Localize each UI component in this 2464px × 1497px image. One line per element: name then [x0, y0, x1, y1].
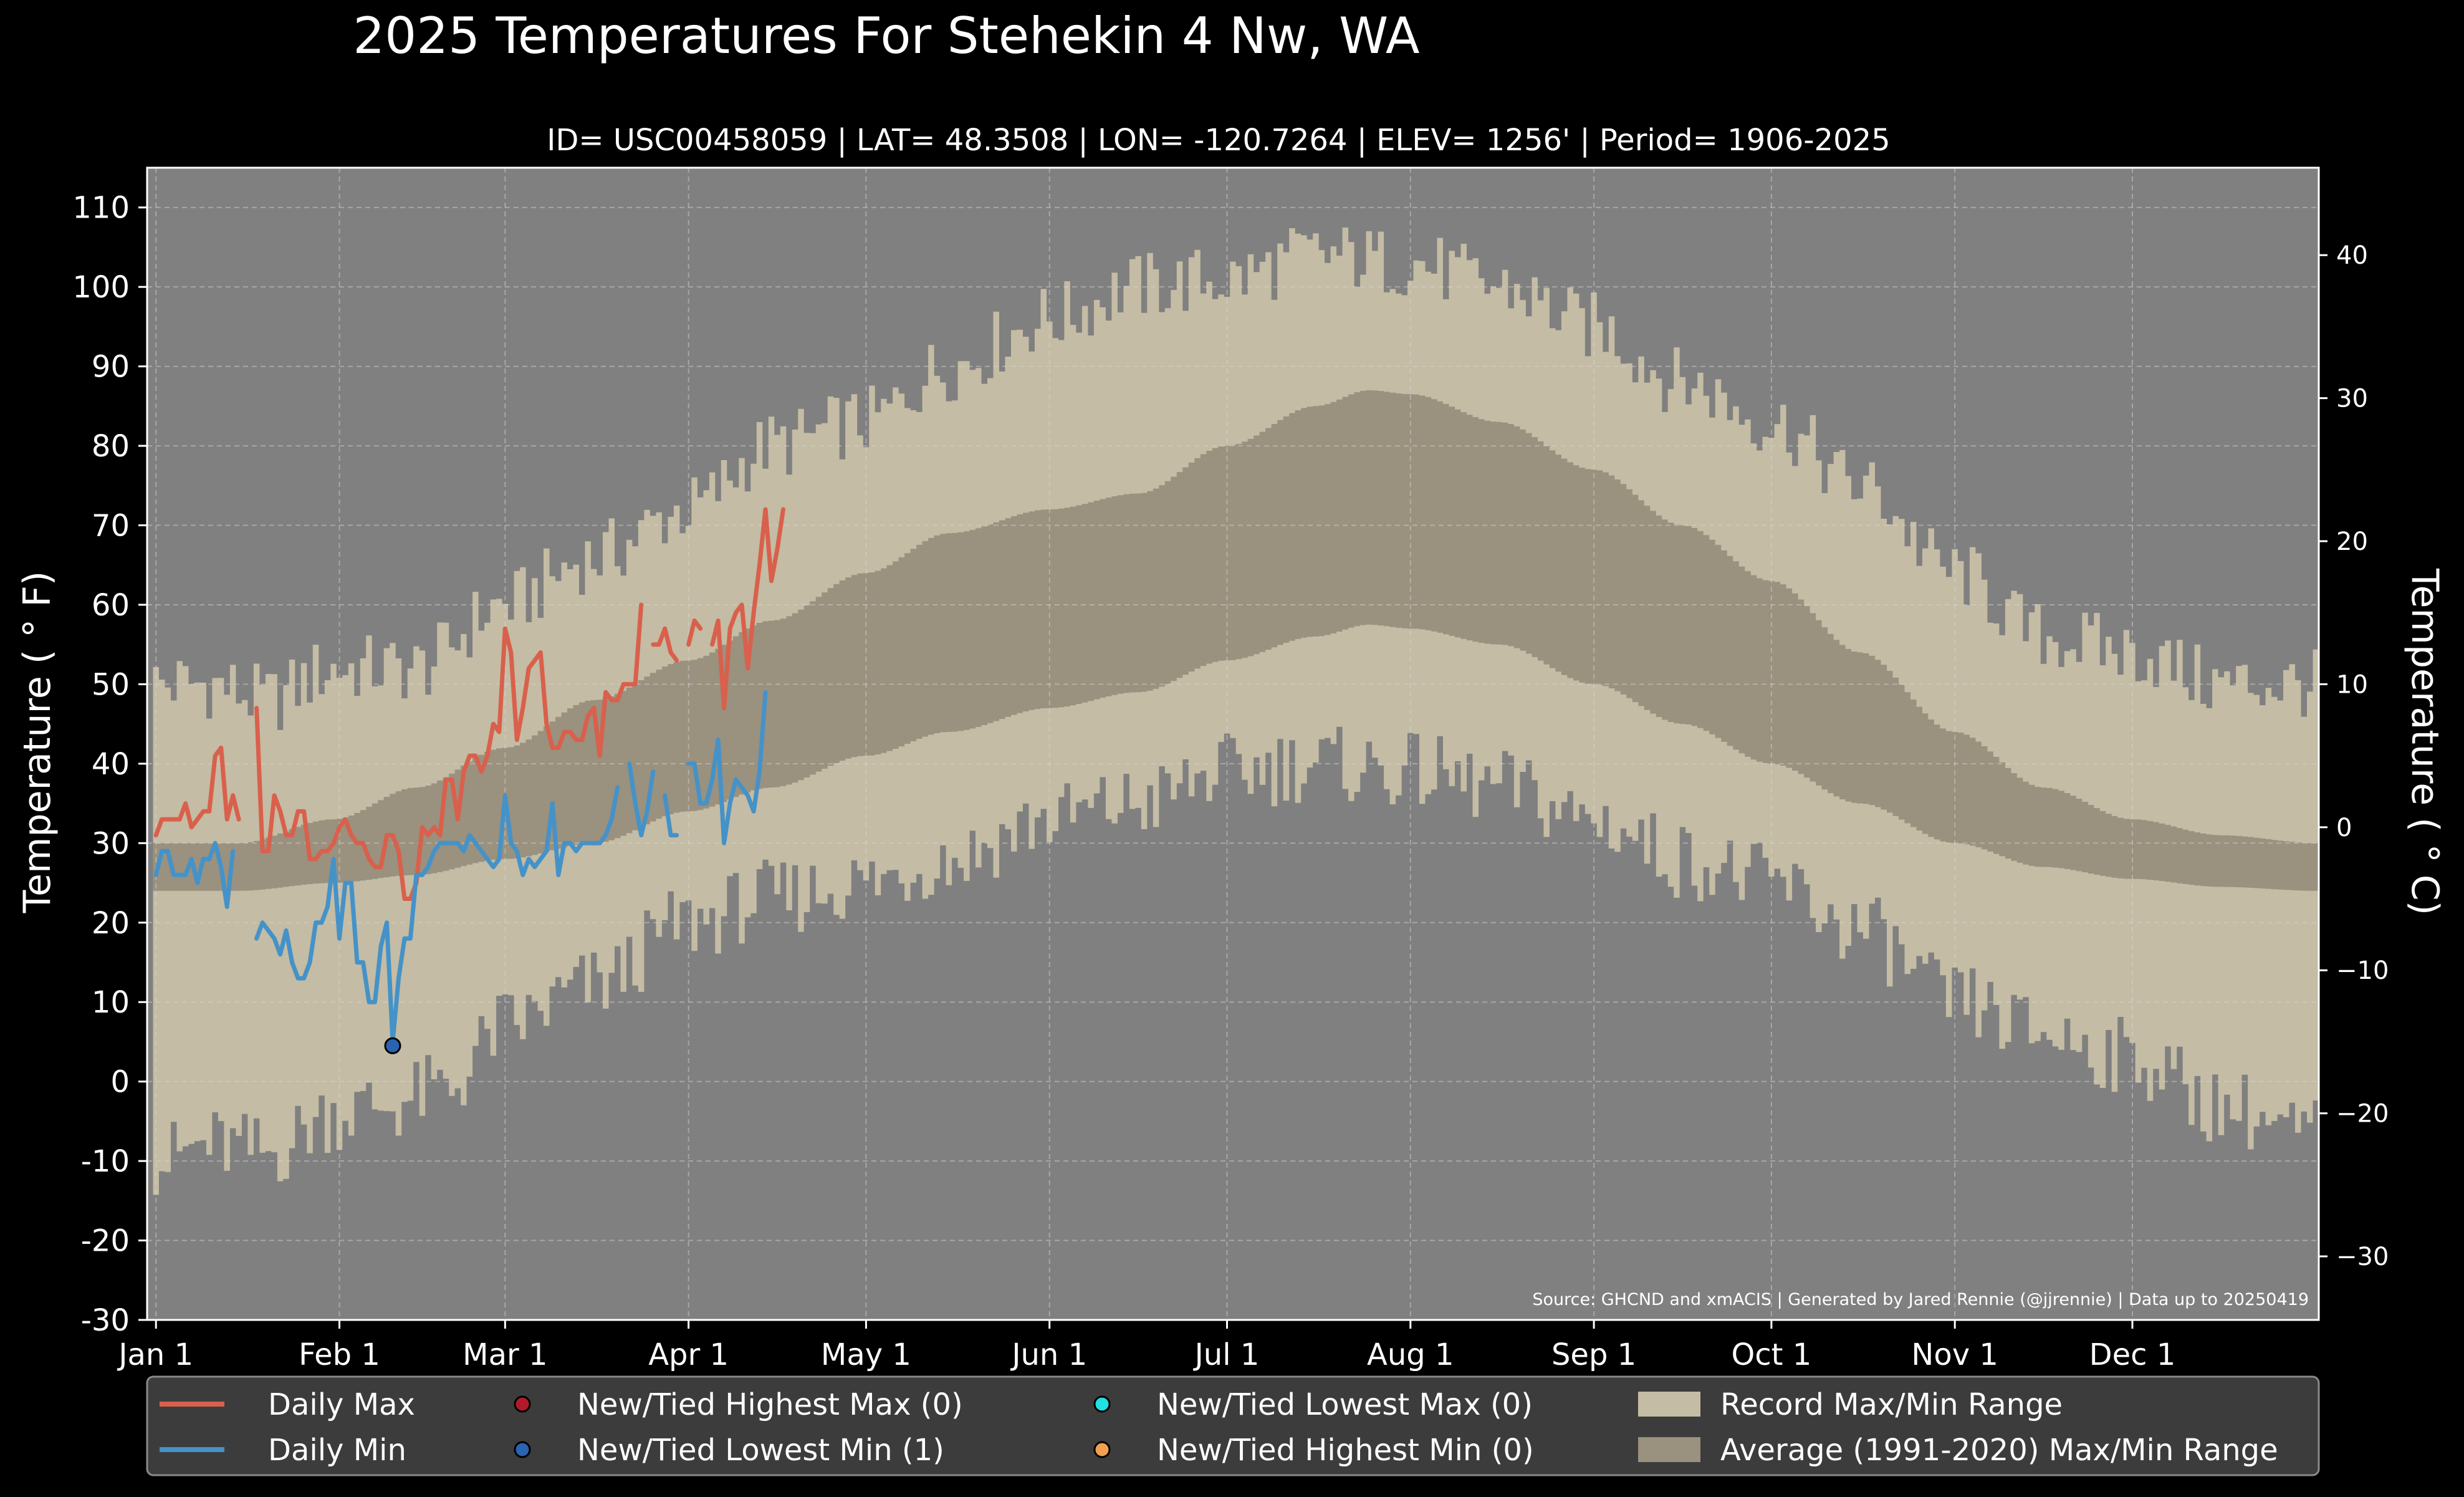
legend-dot-swatch	[1093, 1395, 1111, 1413]
legend-entry: New/Tied Highest Min (0)	[1093, 1433, 1534, 1468]
y-tick-label-right: 20	[2336, 527, 2368, 556]
x-tick-label: Jan 1	[117, 1337, 193, 1372]
legend-entry: Record Max/Min Range	[1638, 1387, 2063, 1422]
legend-label: New/Tied Lowest Max (0)	[1157, 1387, 1533, 1422]
record-range-band	[153, 227, 2319, 1195]
y-tick-label-left: -20	[81, 1224, 130, 1259]
legend-patch-swatch	[1638, 1392, 1700, 1417]
y-tick-label-left: 100	[72, 270, 130, 305]
y-tick-label-left: 110	[72, 191, 130, 226]
y-tick-label-right: 40	[2336, 241, 2368, 270]
chart-title: 2025 Temperatures For Stehekin 4 Nw, WA	[353, 7, 1419, 65]
legend-label: Daily Min	[268, 1433, 406, 1468]
legend-label: New/Tied Highest Min (0)	[1157, 1433, 1534, 1468]
daily-min-series	[153, 690, 768, 1044]
y-tick-label-left: 10	[92, 985, 130, 1020]
record-range-area	[153, 227, 2319, 1195]
y-tick-label-right: −10	[2336, 956, 2389, 985]
plot-area: Source: GHCND and xmACIS | Generated by …	[72, 166, 2389, 1372]
legend-label: Record Max/Min Range	[1720, 1387, 2063, 1422]
legend-box	[146, 1375, 2320, 1476]
legend-dot-swatch	[1093, 1441, 1111, 1458]
legend-label: Daily Max	[268, 1387, 415, 1422]
y-tick-label-left: 80	[92, 429, 130, 464]
legend: Daily Max Daily Min New/Tied Highest Max (…	[146, 1375, 2320, 1476]
x-tick-label: Dec 1	[2089, 1337, 2176, 1372]
y-tick-label-right: −20	[2336, 1100, 2389, 1129]
x-tick-label: Jun 1	[1010, 1337, 1087, 1372]
legend-dot-swatch	[514, 1395, 531, 1413]
y-tick-label-right: 30	[2336, 385, 2368, 413]
legend-entry: Average (1991-2020) Max/Min Range	[1638, 1433, 2278, 1468]
legend-entry: Daily Min	[160, 1433, 406, 1468]
new-lowest-min-point	[384, 1037, 401, 1054]
y-tick-label-left: 20	[92, 906, 130, 941]
y-tick-label-left: 60	[92, 588, 130, 623]
x-tick-label: Feb 1	[299, 1337, 380, 1372]
daily-max-series-line	[153, 507, 785, 901]
x-tick-label: May 1	[821, 1337, 911, 1372]
daily-min-series-line	[153, 690, 768, 1044]
legend-entry: Daily Max	[160, 1387, 415, 1422]
y-tick-label-left: 30	[92, 826, 130, 861]
legend-patch-swatch	[1638, 1437, 1700, 1462]
legend-entry: New/Tied Lowest Min (1)	[514, 1433, 944, 1468]
y-tick-label-left: 70	[92, 509, 130, 544]
x-tick-label: Aug 1	[1367, 1337, 1454, 1372]
x-tick-label: Sep 1	[1551, 1337, 1636, 1372]
y-tick-label-left: 90	[92, 350, 130, 385]
legend-label: Average (1991-2020) Max/Min Range	[1720, 1433, 2278, 1468]
x-tick-label: Nov 1	[1911, 1337, 1998, 1372]
legend-dot-swatch	[514, 1441, 531, 1458]
plot-frame	[146, 166, 2320, 1321]
y-tick-label-left: -10	[81, 1144, 130, 1179]
y-tick-label-left: 0	[110, 1065, 130, 1100]
x-tick-label: Mar 1	[463, 1337, 547, 1372]
legend-entry: New/Tied Lowest Max (0)	[1093, 1387, 1533, 1422]
y-axis-label-right: Temperature ( ° C)	[2403, 568, 2447, 915]
y-tick-label-right: 0	[2336, 814, 2352, 842]
y-tick-label-right: 10	[2336, 670, 2368, 699]
y-axis-label-left: Temperature ( ° F)	[16, 571, 59, 914]
legend-entry: New/Tied Highest Max (0)	[514, 1387, 963, 1422]
y-tick-label-right: −30	[2336, 1243, 2389, 1271]
legend-label: New/Tied Lowest Min (1)	[577, 1433, 944, 1468]
legend-label: New/Tied Highest Max (0)	[577, 1387, 963, 1422]
y-tick-label-left: 50	[92, 667, 130, 702]
x-tick-label: Oct 1	[1731, 1337, 1811, 1372]
daily-max-series	[153, 507, 785, 901]
x-tick-label: Jul 1	[1193, 1337, 1260, 1372]
y-tick-label-left: 40	[92, 747, 130, 782]
x-tick-label: Apr 1	[648, 1337, 729, 1372]
source-note: Source: GHCND and xmACIS | Generated by …	[1532, 1290, 2309, 1309]
y-tick-label-left: -30	[81, 1303, 130, 1338]
chart-subtitle: ID= USC00458059 | LAT= 48.3508 | LON= -1…	[547, 123, 1890, 158]
